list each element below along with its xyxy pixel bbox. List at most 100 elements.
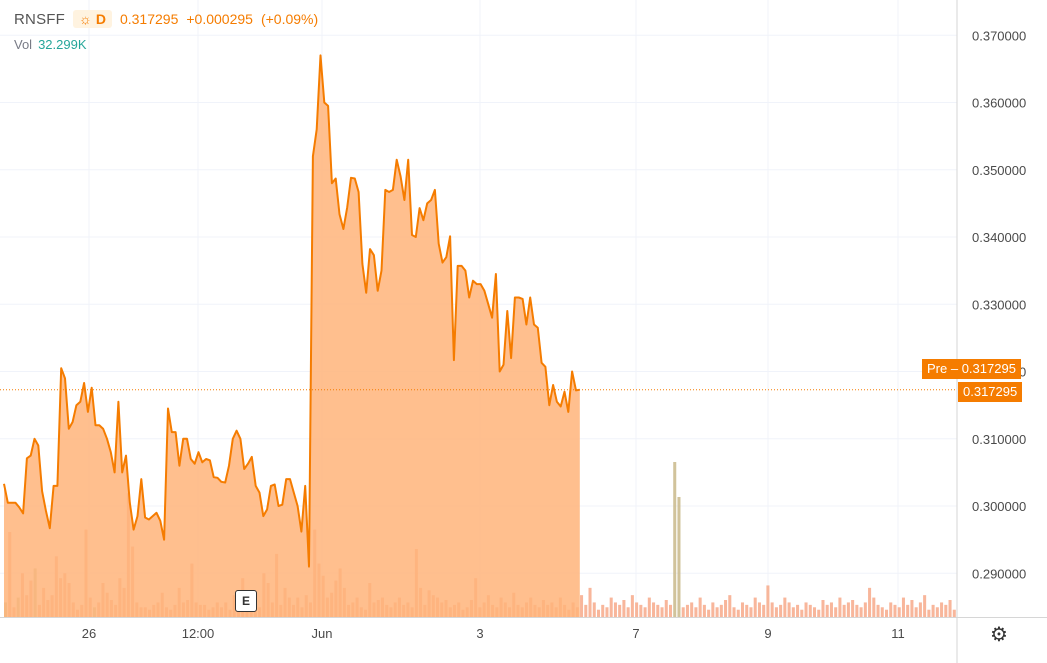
volume-bar: [728, 595, 732, 617]
y-tick-label: 0.360000: [972, 96, 1026, 111]
volume-bar: [868, 587, 872, 617]
volume-bar: [732, 607, 736, 617]
interval-label: D: [95, 11, 106, 27]
volume-bar: [940, 602, 944, 617]
volume-bar: [842, 604, 846, 617]
volume-bar: [859, 607, 863, 617]
volume-bar: [762, 604, 766, 617]
volume-bar: [935, 607, 939, 617]
volume-bar: [668, 604, 673, 617]
volume-bar: [931, 604, 935, 617]
volume-bar: [660, 607, 664, 617]
volume-bar: [596, 609, 601, 617]
volume-bar: [855, 604, 859, 617]
volume-bar: [791, 607, 795, 617]
volume-bar: [609, 597, 613, 617]
volume-bar: [829, 602, 833, 617]
volume-bar: [766, 585, 770, 617]
volume-bar: [901, 597, 905, 617]
volume-bar: [914, 607, 918, 617]
volume-bar: [652, 602, 656, 617]
earnings-marker[interactable]: E: [235, 590, 257, 612]
y-tick-label: 0.290000: [972, 566, 1026, 581]
x-tick-label: 26: [82, 626, 96, 641]
volume-bar: [927, 609, 931, 617]
gear-icon[interactable]: ⚙: [990, 624, 1008, 646]
volume-bar: [834, 607, 838, 617]
x-tick-label: 7: [632, 626, 639, 641]
volume-bar: [838, 597, 842, 617]
volume-bar: [580, 595, 584, 617]
volume-bar: [664, 600, 668, 617]
volume-bar: [906, 604, 910, 617]
volume-bar: [707, 609, 711, 617]
volume-bar: [770, 602, 774, 617]
volume-bar: [643, 607, 647, 617]
price-change-pct: (+0.09%): [260, 11, 319, 27]
pre-label: Pre: [927, 361, 948, 376]
volume-label: Vol: [14, 37, 33, 52]
volume-legend: Vol 32.299K: [14, 37, 87, 52]
volume-bar: [613, 602, 617, 617]
volume-bar: [740, 602, 745, 617]
volume-bar: [639, 604, 643, 617]
volume-bar: [681, 607, 685, 617]
x-tick-label: 3: [476, 626, 483, 641]
session-badge[interactable]: ☼ D: [73, 10, 112, 28]
chart-legend: RNSFF ☼ D 0.317295 +0.000295 (+0.09%): [14, 10, 318, 28]
y-tick-label: 0.310000: [972, 432, 1026, 447]
volume-bar: [944, 604, 948, 617]
volume-bar: [851, 600, 855, 617]
volume-bar: [749, 607, 753, 617]
volume-bar: [821, 600, 825, 617]
volume-bar: [846, 602, 850, 617]
price-area: [0, 54, 957, 617]
volume-bar: [677, 497, 681, 617]
pre-value: 0.317295: [961, 361, 1016, 376]
y-tick-label: 0.340000: [972, 230, 1026, 245]
volume-bar: [626, 607, 630, 617]
volume-bar: [715, 607, 719, 617]
volume-bar: [876, 604, 880, 617]
volume-bar: [910, 600, 914, 617]
volume-bar: [872, 597, 876, 617]
volume-bar: [779, 604, 783, 617]
volume-bar: [690, 602, 694, 617]
volume-bar: [817, 609, 821, 617]
volume-bar: [880, 607, 884, 617]
y-tick-label: 0.300000: [972, 499, 1026, 514]
volume-bar: [622, 600, 626, 617]
volume-bar: [630, 595, 634, 617]
volume-bar: [787, 602, 791, 617]
pre-market-tag: Pre – 0.317295: [922, 359, 1021, 379]
volume-bar: [923, 595, 927, 617]
volume-bar: [808, 604, 812, 617]
volume-bar: [736, 609, 740, 617]
symbol-name[interactable]: RNSFF: [14, 10, 65, 28]
volume-bar: [804, 602, 808, 617]
volume-bar: [724, 600, 728, 617]
volume-bar: [812, 607, 817, 617]
last-value: 0.317295: [963, 384, 1018, 399]
volume-bar: [796, 604, 800, 617]
volume-bar: [605, 607, 609, 617]
volume-bar: [745, 604, 749, 617]
volume-bar: [800, 609, 804, 617]
volume-bar: [588, 587, 592, 617]
x-tick-label: 9: [764, 626, 771, 641]
price-area-fill: [4, 55, 580, 617]
volume-bar: [889, 602, 893, 617]
x-tick-label: 12:00: [182, 626, 215, 641]
y-tick-label: 0.370000: [972, 28, 1026, 43]
volume-bar: [774, 607, 778, 617]
volume-bar: [863, 602, 867, 617]
volume-bar: [719, 604, 723, 617]
last-price: 0.317295: [119, 11, 179, 27]
volume-bar: [757, 602, 761, 617]
price-line: [3, 54, 580, 568]
volume-bar: [897, 607, 901, 617]
volume-bar: [673, 462, 677, 617]
last-price-tag: 0.317295: [958, 382, 1023, 402]
